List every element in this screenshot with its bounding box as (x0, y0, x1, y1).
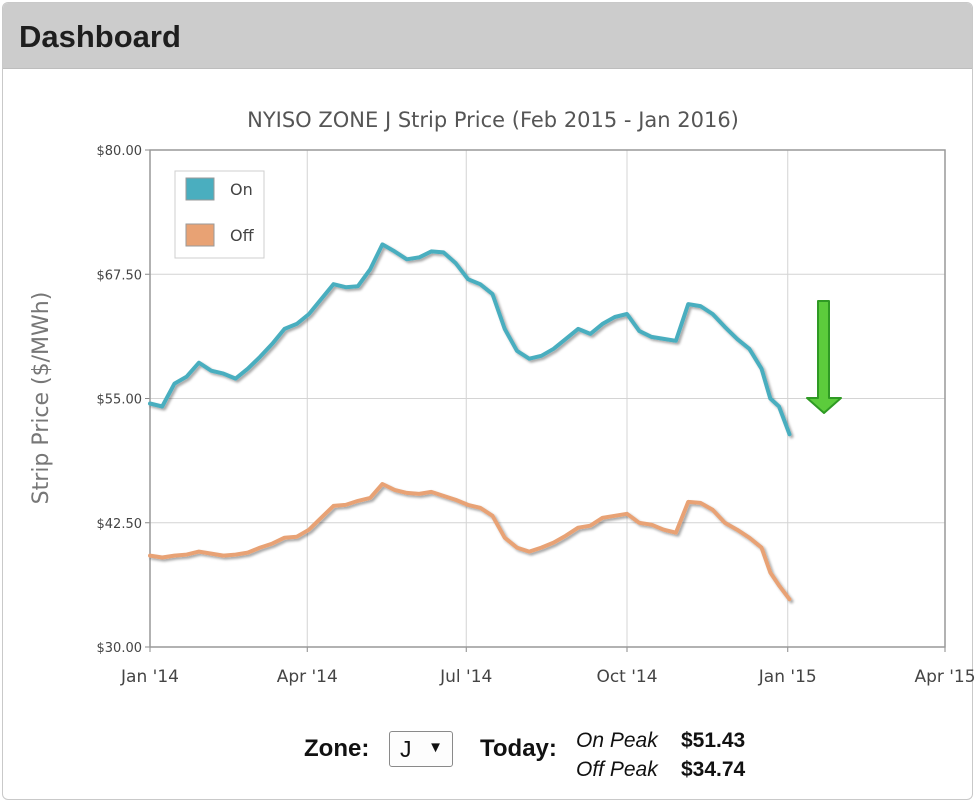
x-tick-label: Apr '14 (277, 667, 338, 687)
legend-swatch-on (185, 177, 215, 201)
panel-title: Dashboard (19, 19, 181, 54)
y-tick-label: $55.00 (97, 393, 143, 408)
y-tick-label: $30.00 (97, 641, 143, 656)
zone-select-value: J (400, 735, 412, 762)
plot-border (149, 149, 946, 648)
x-tick-label: Apr '15 (914, 667, 975, 687)
x-tick-label: Jan '14 (120, 667, 179, 687)
y-tick-label: $42.50 (97, 517, 143, 532)
x-tick-label: Jul '14 (439, 667, 492, 687)
legend-swatch-off (185, 223, 215, 247)
down-arrow-icon (806, 300, 842, 414)
y-tick-label: $67.50 (97, 268, 143, 283)
zone-select[interactable]: J ▼ (389, 731, 453, 767)
x-tick-label: Jan '15 (758, 667, 817, 687)
x-tick-label: Oct '14 (596, 667, 657, 687)
legend-label-on: On (230, 180, 253, 199)
dropdown-caret-icon: ▼ (428, 739, 443, 756)
y-axis-label: Strip Price ($/MWh) (29, 292, 54, 505)
series-line-off (148, 482, 792, 602)
series-line-on (148, 242, 792, 437)
y-tick-label: $80.00 (97, 144, 143, 159)
chart-title: NYISO ZONE J Strip Price (Feb 2015 - Jan… (247, 108, 739, 132)
chart-legend: On Off (174, 170, 265, 259)
panel-header (3, 3, 972, 69)
legend-label-off: Off (230, 226, 255, 245)
